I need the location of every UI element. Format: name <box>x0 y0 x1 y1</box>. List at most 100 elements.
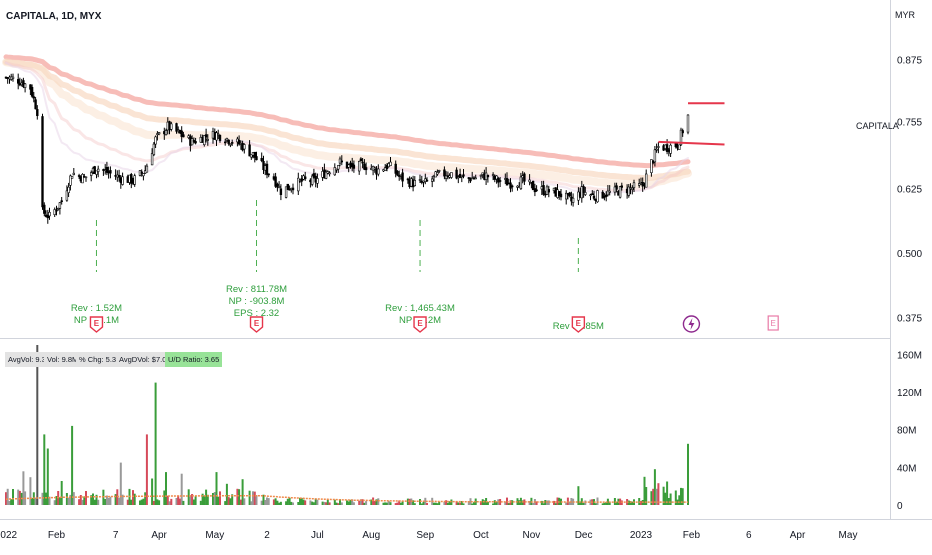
volume-bar <box>608 502 611 505</box>
candle-body <box>310 175 314 185</box>
volume-bar <box>139 500 141 505</box>
candle-body <box>627 186 631 196</box>
candle-body <box>396 170 399 176</box>
volume-bar <box>144 492 147 505</box>
time-tick-label: May <box>839 530 858 541</box>
candle-body <box>425 179 429 182</box>
time-tick-label: Apr <box>790 530 806 541</box>
candle-body <box>225 138 229 141</box>
candle-body <box>337 165 340 170</box>
volume-bar <box>297 502 300 505</box>
volume-bar <box>142 498 145 505</box>
volume-bar <box>469 498 472 505</box>
candle-body <box>547 189 551 193</box>
candle-body <box>559 193 563 198</box>
time-tick-label: Oct <box>473 530 489 541</box>
candle-body <box>121 176 124 185</box>
volume-bar <box>504 501 507 505</box>
candle-body <box>70 176 74 179</box>
volume-bar <box>267 498 270 505</box>
candle-body <box>347 164 350 168</box>
volume-bar <box>521 500 524 505</box>
candle-body <box>265 163 269 175</box>
resistance-line <box>658 140 725 146</box>
volume-bar <box>457 502 460 505</box>
price-tick-label: 0.755 <box>897 117 922 128</box>
candle-body <box>67 186 70 193</box>
volume-bar <box>603 502 606 505</box>
candle-body <box>401 172 404 182</box>
volume-bar <box>191 494 194 505</box>
candle-body <box>604 194 608 197</box>
candle-body <box>679 129 683 146</box>
volume-bar <box>542 503 545 505</box>
volume-bar <box>594 503 597 505</box>
candle-body <box>655 149 658 151</box>
volume-bar <box>426 503 428 505</box>
candle-body <box>340 160 343 163</box>
candle-body <box>109 170 112 174</box>
price-tick-label: 0.500 <box>897 249 922 260</box>
volume-bar <box>631 501 634 505</box>
candle-body <box>591 193 594 195</box>
volume-bar <box>433 502 435 505</box>
volume-bar <box>152 500 155 505</box>
candle-body <box>406 178 410 181</box>
volume-bar <box>460 501 463 505</box>
volume-bar <box>436 503 439 505</box>
candle-body <box>589 194 592 197</box>
volume-bar <box>399 502 402 505</box>
volume-bar <box>97 499 100 505</box>
volume-bar <box>363 502 366 505</box>
volume-bar <box>65 493 68 505</box>
volume-bar <box>95 494 98 505</box>
volume-bar <box>133 493 136 505</box>
volume-bar <box>321 501 324 505</box>
candle-body <box>352 164 356 169</box>
candle-body <box>255 156 258 161</box>
candle-body <box>665 144 669 152</box>
volume-bar <box>60 481 63 505</box>
volume-bar <box>104 499 107 505</box>
candle-body <box>498 180 502 182</box>
volume-bar <box>241 479 244 505</box>
upcoming-earnings-icon <box>767 315 779 331</box>
candle-body <box>77 175 81 177</box>
candle-body <box>248 144 251 157</box>
volume-bar <box>408 498 411 505</box>
candle-body <box>509 182 512 189</box>
volume-bar <box>499 499 502 505</box>
candle-body <box>253 151 256 158</box>
volume-bar <box>58 497 61 505</box>
volume-bar <box>666 481 669 505</box>
candle-body <box>394 163 397 174</box>
volume-bar <box>227 497 230 505</box>
volume-bar <box>352 502 355 505</box>
candle-body <box>204 134 208 138</box>
currency-label: MYR <box>895 10 915 20</box>
volume-bar <box>662 486 665 505</box>
volume-bar <box>528 501 531 505</box>
volume-bar <box>180 473 183 505</box>
candle-body <box>418 179 422 181</box>
volume-bar <box>544 500 547 505</box>
volume-bar <box>253 491 256 505</box>
earnings-marker-icon <box>249 316 264 333</box>
candle-body <box>644 173 648 188</box>
volume-bar <box>90 495 93 505</box>
volume-bar <box>300 497 303 505</box>
volume-bar <box>359 499 362 505</box>
volume-bar <box>140 499 143 505</box>
volume-bar <box>288 497 291 505</box>
candle-body <box>291 187 295 191</box>
volume-bar <box>311 501 314 505</box>
volume-bar <box>121 494 124 505</box>
candle-body <box>180 130 183 137</box>
volume-bar <box>260 500 263 505</box>
candle-body <box>43 204 46 214</box>
volume-bar <box>680 487 682 505</box>
volume-bar <box>511 500 514 505</box>
volume-bar <box>53 500 56 505</box>
volume-bar <box>8 500 11 505</box>
